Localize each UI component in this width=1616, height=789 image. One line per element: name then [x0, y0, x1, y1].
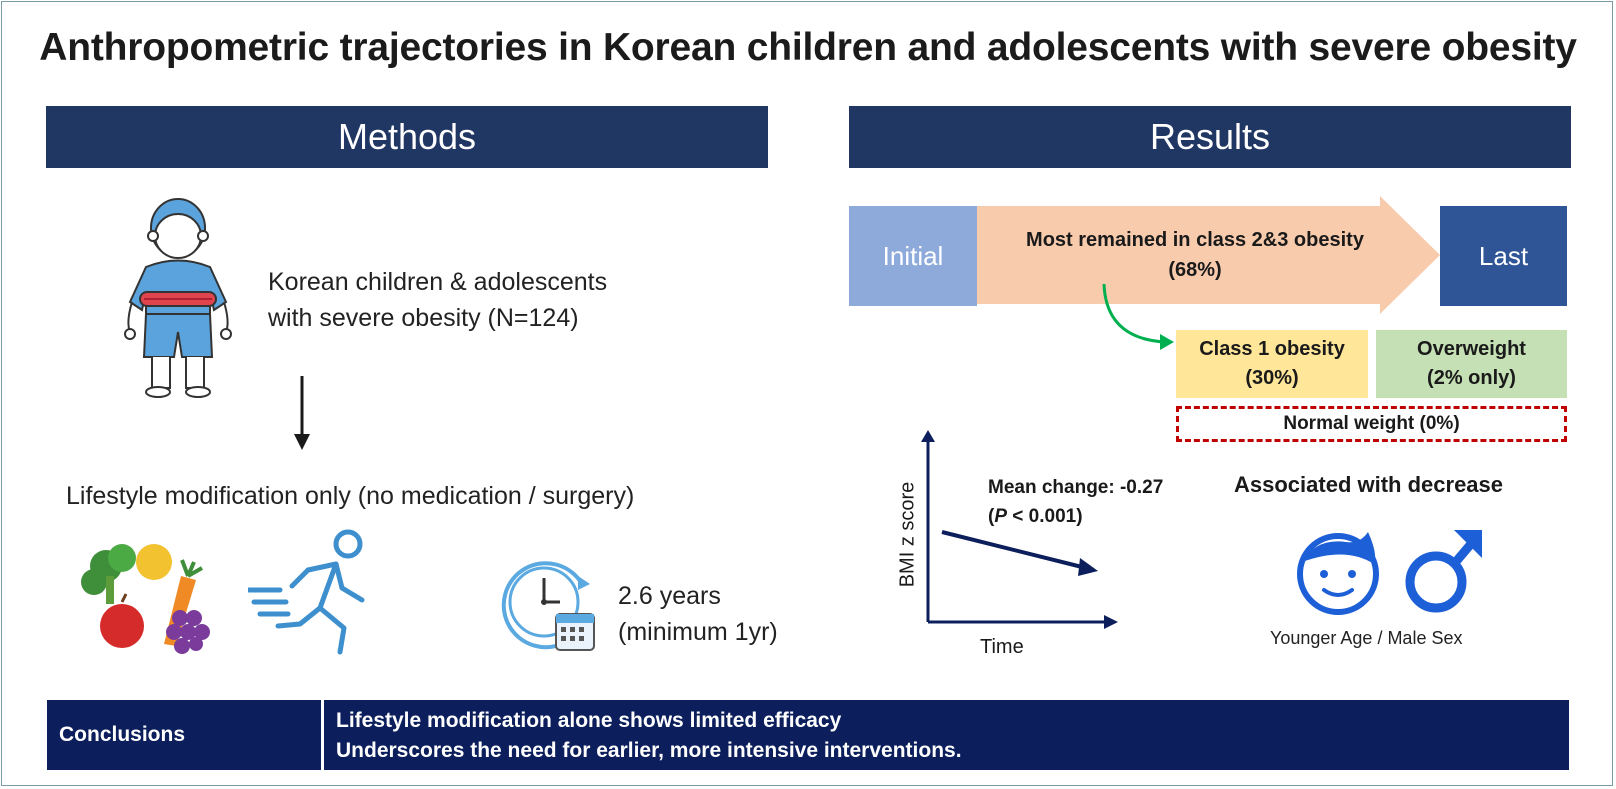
intervention-text: Lifestyle modification only (no medicati… [66, 482, 635, 510]
associated-caption: Younger Age / Male Sex [1270, 628, 1463, 648]
clock-calendar-icon [501, 561, 595, 651]
p-symbol: P [994, 506, 1008, 527]
boy-face-icon [1297, 532, 1379, 615]
conclusions-bar: Conclusions Lifestyle modification alone… [47, 700, 1569, 770]
last-box: Last [1440, 206, 1567, 306]
results-header: Results [849, 106, 1571, 168]
page-title: Anthropometric trajectories in Korean ch… [39, 26, 1577, 69]
conclusions-text: Lifestyle modification alone shows limit… [324, 700, 962, 770]
arrow-label: Most remained in class 2&3 obesity (68%) [990, 224, 1400, 286]
obese-child-icon [124, 198, 232, 398]
population-line2: with severe obesity (N=124) [268, 304, 579, 332]
running-person-icon [248, 529, 365, 655]
conclusions-label: Conclusions [47, 700, 324, 770]
male-symbol-icon [1405, 530, 1482, 613]
class1-line2: (30%) [1245, 367, 1299, 389]
arrow-label-line1: Most remained in class 2&3 obesity [1026, 229, 1364, 251]
initial-box: Initial [849, 206, 977, 306]
y-axis-label: BMI z score [896, 481, 919, 588]
mean-change-text: Mean change: -0.27 [988, 477, 1164, 498]
overweight-box: Overweight (2% only) [1376, 330, 1567, 398]
conclusions-line2: Underscores the need for earlier, more i… [336, 739, 962, 762]
overweight-line1: Overweight [1417, 338, 1526, 360]
ylabel-wrap: BMI z score [888, 475, 928, 595]
x-axis-label: Time [980, 636, 1024, 658]
bmi-trend-chart [921, 430, 1118, 629]
transition-arrow [974, 196, 1440, 314]
arrow-label-line2: (68%) [1168, 259, 1222, 281]
class1-line1: Class 1 obesity [1199, 338, 1345, 360]
conclusions-line1: Lifestyle modification alone shows limit… [336, 709, 842, 732]
associated-title: Associated with decrease [1234, 472, 1504, 497]
trend-line [941, 530, 1087, 570]
duration-line2: (minimum 1yr) [618, 618, 778, 646]
fruits-vegetables-icon [81, 544, 210, 654]
class1-obesity-box: Class 1 obesity (30%) [1176, 330, 1368, 398]
p-value: < 0.001) [1007, 506, 1083, 527]
down-arrow-icon [294, 376, 310, 450]
methods-header: Methods [46, 106, 768, 168]
p-value-text: (P < 0.001) [988, 506, 1083, 527]
normal-weight-box: Normal weight (0%) [1176, 406, 1567, 442]
curved-arrow-icon [1102, 283, 1174, 350]
overweight-line2: (2% only) [1427, 367, 1516, 389]
population-line1: Korean children & adolescents [268, 268, 608, 296]
duration-line1: 2.6 years [618, 582, 721, 610]
